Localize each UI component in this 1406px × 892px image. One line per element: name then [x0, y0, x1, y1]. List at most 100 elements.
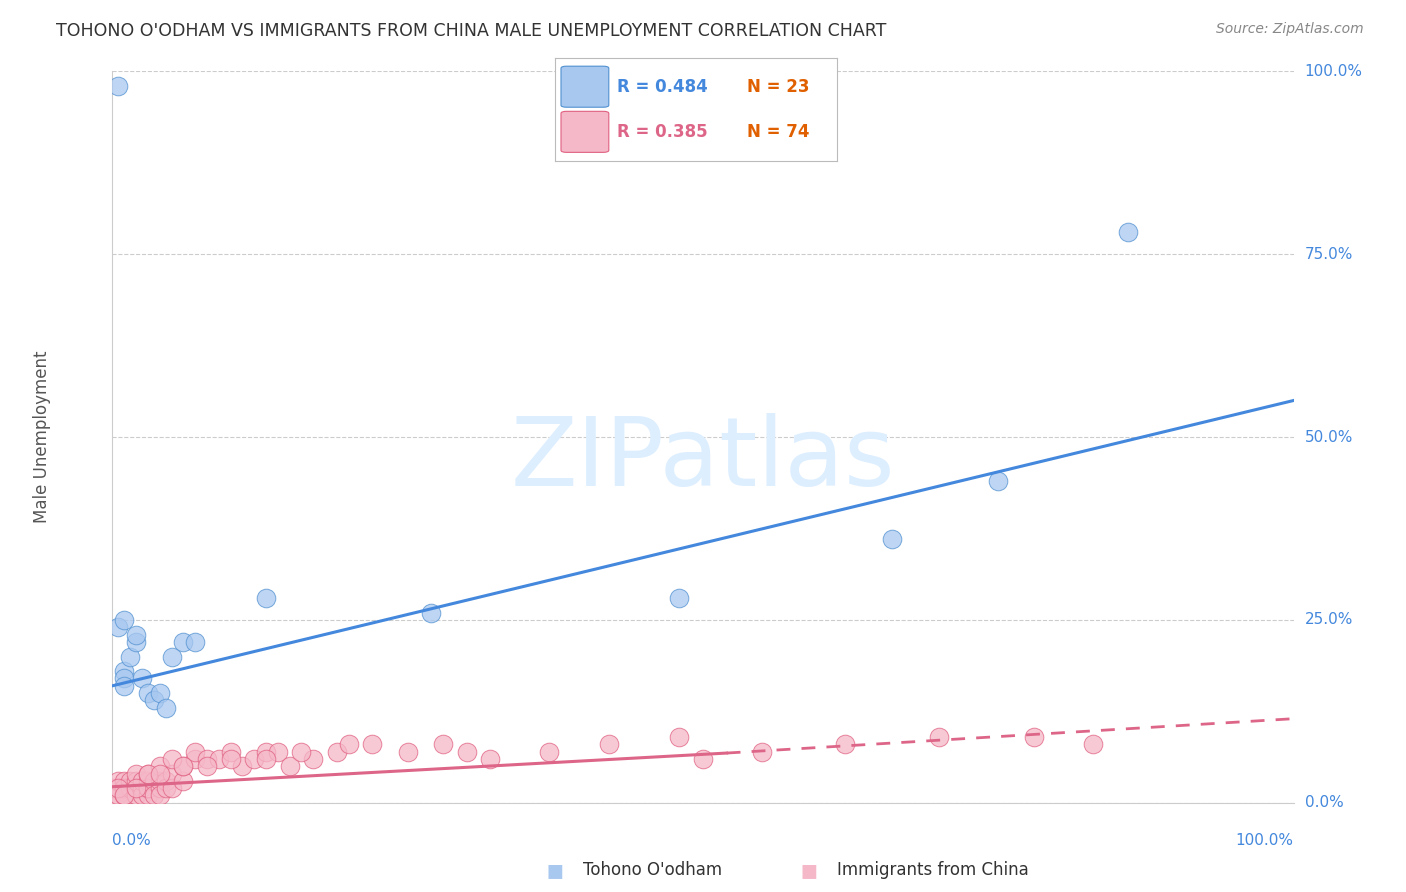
- Point: [125, 773, 148, 788]
- Text: N = 74: N = 74: [747, 123, 808, 141]
- Point: [692, 752, 714, 766]
- Point: [834, 737, 856, 751]
- Point: [160, 649, 183, 664]
- Point: [131, 672, 153, 686]
- Point: [136, 781, 159, 796]
- Point: [184, 752, 207, 766]
- Text: TOHONO O'ODHAM VS IMMIGRANTS FROM CHINA MALE UNEMPLOYMENT CORRELATION CHART: TOHONO O'ODHAM VS IMMIGRANTS FROM CHINA …: [56, 22, 887, 40]
- Point: [107, 781, 129, 796]
- Point: [184, 635, 207, 649]
- Point: [112, 672, 135, 686]
- Point: [668, 591, 690, 605]
- Point: [112, 789, 135, 803]
- Text: R = 0.484: R = 0.484: [617, 78, 709, 95]
- Point: [149, 766, 172, 780]
- Point: [136, 773, 159, 788]
- Point: [149, 686, 172, 700]
- Point: [361, 737, 384, 751]
- Point: [112, 613, 135, 627]
- Point: [112, 773, 135, 788]
- Point: [125, 781, 148, 796]
- Point: [160, 781, 183, 796]
- Text: ▪: ▪: [546, 855, 565, 884]
- Point: [172, 773, 194, 788]
- Point: [254, 752, 277, 766]
- Point: [219, 752, 242, 766]
- Text: 100.0%: 100.0%: [1305, 64, 1362, 78]
- Point: [125, 781, 148, 796]
- Point: [432, 737, 454, 751]
- Point: [172, 759, 194, 773]
- Point: [290, 745, 312, 759]
- Point: [112, 789, 135, 803]
- Text: Immigrants from China: Immigrants from China: [837, 861, 1028, 879]
- Point: [160, 766, 183, 780]
- Point: [928, 730, 950, 744]
- Text: 75.0%: 75.0%: [1305, 247, 1353, 261]
- Point: [337, 737, 360, 751]
- Point: [142, 773, 165, 788]
- Text: N = 23: N = 23: [747, 78, 808, 95]
- Text: R = 0.385: R = 0.385: [617, 123, 707, 141]
- Point: [396, 745, 419, 759]
- Point: [195, 759, 218, 773]
- Point: [112, 781, 135, 796]
- Point: [420, 606, 443, 620]
- Point: [142, 789, 165, 803]
- Point: [112, 679, 135, 693]
- Point: [125, 635, 148, 649]
- Point: [136, 686, 159, 700]
- Point: [195, 752, 218, 766]
- Point: [278, 759, 301, 773]
- Point: [131, 781, 153, 796]
- Point: [142, 693, 165, 707]
- Point: [149, 789, 172, 803]
- Point: [1116, 225, 1139, 239]
- Point: [107, 773, 129, 788]
- Point: [172, 635, 194, 649]
- Point: [254, 745, 277, 759]
- Point: [208, 752, 231, 766]
- Point: [243, 752, 266, 766]
- FancyBboxPatch shape: [561, 66, 609, 107]
- Text: Tohono O'odham: Tohono O'odham: [583, 861, 723, 879]
- Text: 100.0%: 100.0%: [1236, 833, 1294, 848]
- Text: 0.0%: 0.0%: [1305, 796, 1343, 810]
- Point: [101, 789, 124, 803]
- Point: [326, 745, 349, 759]
- Text: Source: ZipAtlas.com: Source: ZipAtlas.com: [1216, 22, 1364, 37]
- Point: [267, 745, 290, 759]
- Point: [131, 773, 153, 788]
- Text: ▪: ▪: [799, 855, 818, 884]
- Point: [155, 700, 177, 714]
- Point: [149, 781, 172, 796]
- Point: [254, 591, 277, 605]
- Point: [125, 766, 148, 780]
- Text: Male Unemployment: Male Unemployment: [32, 351, 51, 524]
- Point: [125, 789, 148, 803]
- Point: [120, 781, 142, 796]
- Point: [184, 745, 207, 759]
- Text: 50.0%: 50.0%: [1305, 430, 1353, 444]
- Point: [155, 773, 177, 788]
- Point: [160, 752, 183, 766]
- Point: [131, 789, 153, 803]
- Point: [149, 759, 172, 773]
- Text: 25.0%: 25.0%: [1305, 613, 1353, 627]
- Point: [538, 745, 561, 759]
- FancyBboxPatch shape: [561, 112, 609, 153]
- Point: [136, 789, 159, 803]
- Point: [987, 474, 1010, 488]
- Point: [1081, 737, 1104, 751]
- Point: [120, 773, 142, 788]
- Point: [112, 664, 135, 678]
- Point: [668, 730, 690, 744]
- Point: [231, 759, 253, 773]
- Point: [125, 627, 148, 641]
- Point: [120, 649, 142, 664]
- Point: [1022, 730, 1045, 744]
- Point: [751, 745, 773, 759]
- Point: [456, 745, 478, 759]
- Point: [112, 781, 135, 796]
- Point: [107, 789, 129, 803]
